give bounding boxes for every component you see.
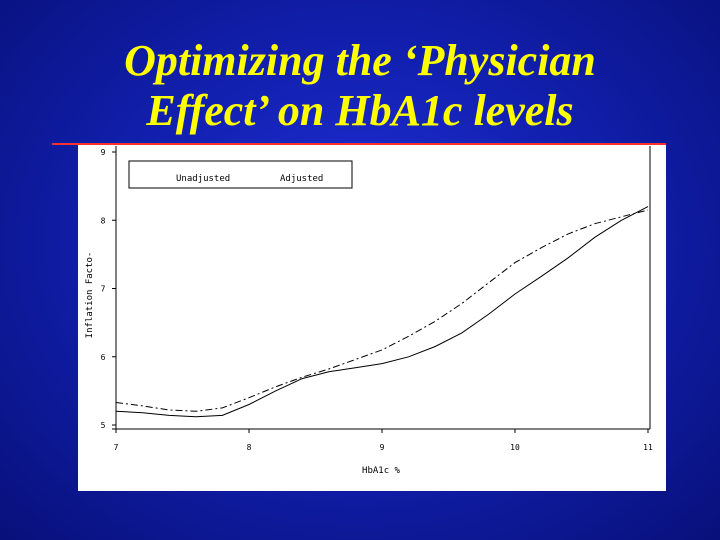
y-tick-label-2: 7 [101, 285, 106, 294]
y-tick-label-3: 8 [101, 216, 106, 225]
series-line-adjusted [115, 209, 649, 412]
title-divider [52, 143, 666, 145]
y-tick-label-4: 9 [101, 148, 106, 157]
series-line-unadjusted [115, 206, 649, 418]
x-tick-label-0: 7 [114, 443, 119, 452]
legend-label-adjusted: Adjusted [280, 174, 323, 184]
line-chart: 5 6 7 8 9 7 8 9 10 11 Unadjusted Adjusted HbA1c … [85, 146, 653, 476]
slide-title-line-1: Optimizing the ‘Physician [124, 36, 596, 85]
plot-panel: 5 6 7 8 9 7 8 9 10 11 Unadjusted Adjusted HbA1c … [78, 145, 666, 491]
slide-title: Optimizing the ‘Physician Effect’ on HbA… [0, 36, 720, 136]
legend-label-unadjusted: Unadjusted [176, 174, 230, 184]
y-tick-label-1: 6 [101, 353, 106, 362]
legend-box [128, 160, 353, 189]
x-tick-label-1: 8 [247, 443, 252, 452]
x-tick-label-2: 9 [380, 443, 385, 452]
x-axis-label: HbA1c % [362, 466, 401, 476]
x-tick-label-4: 11 [643, 443, 653, 452]
y-tick-label-0: 5 [101, 421, 106, 430]
slide-title-line-2: Effect’ on HbA1c levels [146, 86, 574, 135]
x-tick-label-3: 10 [510, 443, 520, 452]
y-axis-label: Inflation Facto- [85, 252, 95, 339]
